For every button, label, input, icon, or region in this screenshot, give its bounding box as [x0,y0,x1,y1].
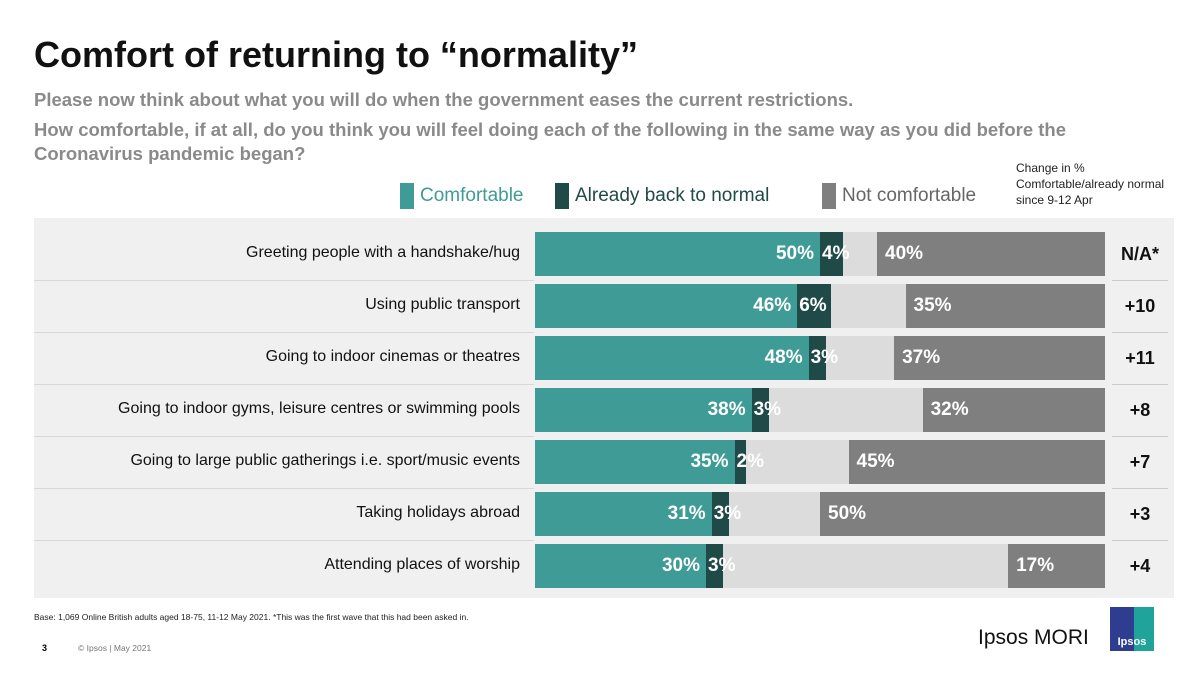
not-comfortable-bar [848,440,1105,484]
change-value: +11 [1125,348,1155,368]
row-label: Using public transport [365,296,520,313]
row-divider [34,384,534,385]
comfortable-label: 31% [667,503,706,524]
change-divider [1112,436,1168,437]
already-normal-bar [751,388,769,432]
not-comfortable-bar [820,492,1105,536]
comfortable-label: 38% [707,399,746,420]
change-divider [1112,332,1168,333]
change-divider [1112,280,1168,281]
row-label: Going to indoor cinemas or theatres [265,348,520,365]
comfortable-bar [535,336,809,380]
not-comfortable-label: 17% [1016,555,1055,576]
chart-title: Comfort of returning to “normality” [34,34,638,75]
comfortable-label: 48% [764,347,803,368]
row-divider [34,540,534,541]
not-comfortable-bar [1008,544,1105,588]
not-comfortable-label: 45% [856,451,895,472]
already-normal-bar [706,544,724,588]
row-divider [34,280,534,281]
already-normal-bar [734,440,746,484]
change-value: N/A* [1120,244,1159,264]
legend-label: Already back to normal [575,185,770,206]
subtitle-2: How comfortable, if at all, do you think… [34,119,1067,164]
legend-swatch [400,183,414,209]
comfortable-bar [535,388,752,432]
comfortable-label: 46% [753,295,792,316]
change-value: +7 [1129,452,1151,472]
comfortable-label: 30% [661,555,700,576]
already-normal-label: 3% [810,347,839,368]
row-label: Taking holidays abroad [356,504,520,521]
base-note: Base: 1,069 Online British adults aged 1… [34,612,469,622]
row-label: Attending places of worship [324,556,520,573]
legend-swatch [555,183,569,209]
legend-label: Not comfortable [842,185,977,206]
not-comfortable-bar [905,284,1105,328]
comfortable-bar [535,232,820,276]
row-label: Greeting people with a handshake/hug [246,244,520,261]
not-comfortable-label: 50% [828,503,867,524]
comfortable-label: 35% [690,451,729,472]
already-normal-bar [797,284,832,328]
already-normal-bar [820,232,843,276]
comfortable-bar [535,492,712,536]
row-label: Going to indoor gyms, leisure centres or… [118,400,520,417]
already-normal-bar [711,492,729,536]
row-divider [34,488,534,489]
change-value: +10 [1124,296,1156,316]
change-divider [1112,540,1168,541]
legend-swatch [822,183,836,209]
already-normal-label: 3% [713,503,742,524]
already-normal-label: 6% [799,295,827,316]
comfortable-bar [535,440,735,484]
change-value: +3 [1129,504,1151,524]
legend-not-comfortable: Not comfortable [822,183,976,209]
change-divider [1112,384,1168,385]
already-normal-label: 3% [753,399,782,420]
change-divider [1112,488,1168,489]
subtitle-1: Please now think about what you will do … [34,89,854,110]
already-normal-label: 3% [708,555,736,576]
brand-name: Ipsos MORI [978,626,1089,649]
not-comfortable-label: 35% [913,295,952,316]
page-number: 3 [42,643,48,653]
not-comfortable-label: 32% [930,399,969,420]
not-comfortable-label: 37% [902,347,941,368]
comfortable-bar [535,284,798,328]
legend-already-normal: Already back to normal [555,183,769,209]
not-comfortable-bar [877,232,1105,276]
not-comfortable-bar [894,336,1105,380]
not-comfortable-bar [922,388,1105,432]
row-divider [34,332,534,333]
legend-label: Comfortable [420,185,524,206]
already-normal-label: 4% [822,243,850,264]
comfortable-label: 50% [775,243,814,264]
ipsos-logo: Ipsos [1110,607,1154,651]
not-comfortable-label: 40% [885,243,924,264]
change-header: Change in % Comfortable/already normal s… [1016,161,1165,207]
change-value: +8 [1129,400,1151,420]
row-label: Going to large public gatherings i.e. sp… [130,452,520,469]
comfortable-bar [535,544,706,588]
already-normal-label: 2% [736,451,764,472]
row-divider [34,436,534,437]
change-value: +4 [1129,556,1151,576]
already-normal-bar [808,336,826,380]
legend-comfortable: Comfortable [400,183,524,209]
copyright: © Ipsos | May 2021 [78,643,152,653]
